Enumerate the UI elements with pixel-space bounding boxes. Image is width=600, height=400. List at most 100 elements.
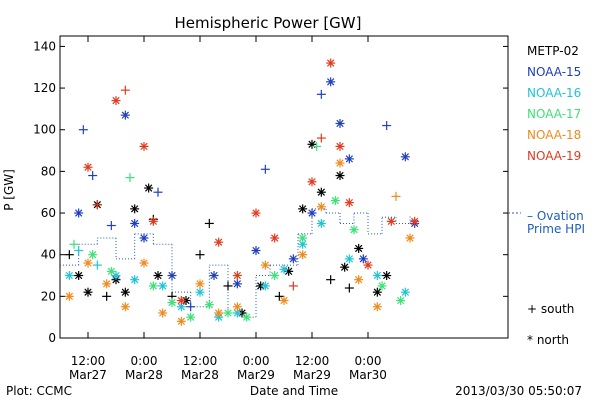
data-point-noaa-19 (386, 216, 396, 226)
legend-entry-noaa-18: NOAA-18 (527, 128, 581, 142)
x-tick-date-label: Mar30 (349, 368, 387, 382)
data-point-metp-02 (120, 287, 130, 297)
data-point-noaa-17 (69, 239, 79, 249)
data-point-noaa-15 (335, 118, 345, 128)
legend-entry-metp-02: METP-02 (527, 44, 579, 58)
legend-ovation-line1: – Ovation (527, 209, 584, 223)
data-point-noaa-18 (335, 158, 345, 168)
data-point-noaa-17 (298, 233, 308, 243)
data-point-noaa-15 (316, 89, 326, 99)
data-point-noaa-16 (74, 246, 84, 256)
data-point-metp-02 (144, 183, 154, 193)
data-point-noaa-19 (270, 233, 280, 243)
points-layer (64, 58, 420, 326)
data-point-noaa-17 (377, 281, 387, 291)
data-point-noaa-17 (312, 141, 322, 151)
data-point-noaa-18 (139, 258, 149, 268)
data-point-metp-02 (298, 204, 308, 214)
y-axis-label: P [GW] (2, 169, 16, 211)
data-point-metp-02 (340, 262, 350, 272)
legend-north-marker: * north (527, 333, 569, 347)
data-point-noaa-18 (102, 279, 112, 289)
data-point-noaa-16 (158, 281, 168, 291)
data-point-noaa-18 (279, 296, 289, 306)
data-point-noaa-19 (326, 58, 336, 68)
data-point-noaa-19 (232, 271, 242, 281)
data-point-noaa-16 (260, 281, 270, 291)
chart-title: Hemispheric Power [GW] (175, 14, 362, 32)
data-point-noaa-18 (214, 308, 224, 318)
data-point-noaa-19 (344, 198, 354, 208)
legend-south-marker: + south (527, 302, 574, 316)
data-point-noaa-18 (391, 191, 401, 201)
x-tick-date-label: Mar29 (293, 368, 331, 382)
data-point-noaa-19 (83, 162, 93, 172)
legend: METP-02 NOAA-15 NOAA-16 NOAA-17 NOAA-18 NOAA-… (508, 44, 585, 347)
data-point-noaa-16 (344, 254, 354, 264)
data-point-noaa-19 (148, 216, 158, 226)
data-point-noaa-17 (270, 271, 280, 281)
data-point-metp-02 (307, 139, 317, 149)
y-tick-label: 120 (33, 81, 56, 95)
data-point-noaa-19 (410, 216, 420, 226)
data-point-metp-02 (382, 271, 392, 281)
legend-entry-noaa-19: NOAA-19 (527, 149, 581, 163)
data-point-noaa-18 (232, 302, 242, 312)
data-point-noaa-15 (288, 254, 298, 264)
data-point-noaa-15 (130, 218, 140, 228)
legend-entry-noaa-15: NOAA-15 (527, 65, 581, 79)
data-point-noaa-15 (88, 171, 98, 181)
data-point-metp-02 (83, 287, 93, 297)
data-point-metp-02 (102, 291, 112, 301)
y-tick-label: 140 (33, 39, 56, 53)
data-point-noaa-19 (176, 296, 186, 306)
data-point-noaa-17 (396, 296, 406, 306)
data-point-metp-02 (344, 283, 354, 293)
data-point-noaa-18 (195, 279, 205, 289)
data-point-noaa-19 (363, 260, 373, 270)
data-point-noaa-19 (307, 177, 317, 187)
data-point-noaa-17 (186, 312, 196, 322)
data-point-metp-02 (64, 250, 74, 260)
data-point-metp-02 (195, 250, 205, 260)
data-point-metp-02 (335, 171, 345, 181)
data-point-noaa-15 (167, 271, 177, 281)
x-tick-time-label: 12:00 (71, 354, 106, 368)
footer-right: 2013/03/30 05:50:07 (455, 384, 582, 398)
data-point-noaa-19 (288, 281, 298, 291)
data-point-noaa-19 (139, 141, 149, 151)
data-point-noaa-19 (111, 96, 121, 106)
data-point-metp-02 (204, 218, 214, 228)
data-point-noaa-18 (83, 258, 93, 268)
data-point-noaa-17 (242, 312, 252, 322)
x-tick-time-label: 0:00 (131, 354, 158, 368)
data-point-noaa-16 (279, 264, 289, 274)
data-point-noaa-15 (186, 302, 196, 312)
data-point-noaa-18 (354, 275, 364, 285)
data-point-noaa-15 (139, 233, 149, 243)
data-point-metp-02 (223, 281, 233, 291)
x-tick-date-label: Mar28 (181, 368, 219, 382)
data-point-noaa-15 (120, 110, 130, 120)
legend-entry-noaa-17: NOAA-17 (527, 107, 581, 121)
data-point-noaa-17 (223, 308, 233, 318)
data-point-noaa-15 (251, 246, 261, 256)
legend-ovation-line2: Prime HPI (527, 222, 585, 236)
data-point-noaa-17 (88, 250, 98, 260)
data-point-noaa-17 (204, 300, 214, 310)
data-point-noaa-15 (382, 121, 392, 131)
x-axis-label: Date and Time (250, 384, 338, 398)
y-tick-label: 100 (33, 123, 56, 137)
data-point-metp-02 (372, 287, 382, 297)
data-point-noaa-17 (148, 281, 158, 291)
data-point-noaa-18 (298, 250, 308, 260)
data-point-noaa-17 (125, 173, 135, 183)
footer-left: Plot: CCMC (6, 384, 72, 398)
data-point-noaa-18 (120, 302, 130, 312)
data-point-noaa-15 (78, 125, 88, 135)
data-point-metp-02 (74, 271, 84, 281)
data-point-noaa-16 (372, 271, 382, 281)
data-point-noaa-19 (92, 200, 102, 210)
data-point-noaa-18 (158, 308, 168, 318)
